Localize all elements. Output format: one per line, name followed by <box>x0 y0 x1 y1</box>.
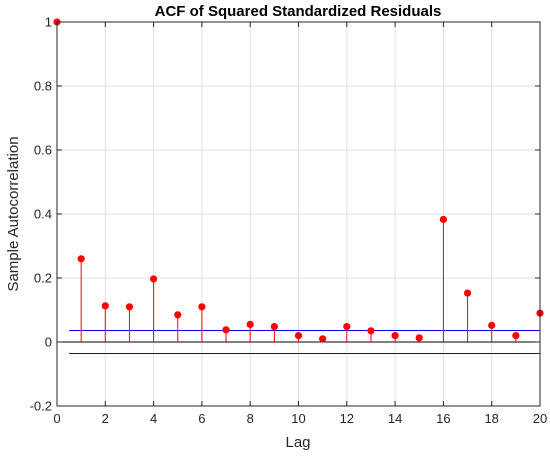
acf-marker <box>77 255 85 263</box>
acf-marker <box>222 326 230 334</box>
x-tick-label: 6 <box>198 411 205 426</box>
acf-marker <box>246 320 254 328</box>
x-tick-label: 12 <box>340 411 354 426</box>
x-tick-label: 8 <box>247 411 254 426</box>
x-tick-label: 10 <box>291 411 305 426</box>
acf-marker <box>294 332 303 340</box>
acf-marker <box>343 323 351 331</box>
acf-marker <box>319 335 327 343</box>
y-tick-label: 0 <box>45 335 52 350</box>
y-ticks: -0.2 0 0.2 0.4 0.6 0.8 1 <box>30 15 540 414</box>
x-tick-label: 18 <box>484 411 498 426</box>
y-tick-label: 0.4 <box>34 207 52 222</box>
acf-marker <box>125 303 134 311</box>
x-tick-label: 20 <box>533 411 547 426</box>
x-axis-label: Lag <box>285 434 310 451</box>
x-tick-label: 14 <box>388 411 402 426</box>
y-tick-label: 0.8 <box>34 79 52 94</box>
acf-marker <box>488 321 496 329</box>
acf-marker <box>101 302 109 310</box>
x-ticks: 0 2 4 6 8 10 12 14 16 18 20 <box>53 22 547 426</box>
acf-marker <box>198 303 206 311</box>
acf-marker <box>512 332 520 340</box>
acf-marker <box>150 275 158 283</box>
x-tick-label: 2 <box>102 411 109 426</box>
acf-marker <box>270 323 278 331</box>
acf-marker <box>391 332 399 340</box>
y-axis-label: Sample Autocorrelation <box>5 136 22 291</box>
y-tick-label: 0.6 <box>34 143 52 158</box>
x-tick-label: 4 <box>150 411 157 426</box>
confidence-bounds <box>69 329 540 355</box>
chart-title: ACF of Squared Standardized Residuals <box>155 3 442 20</box>
stems <box>53 18 544 343</box>
y-tick-label: 0.2 <box>34 271 52 286</box>
acf-marker <box>439 215 447 224</box>
acf-marker <box>415 334 423 342</box>
acf-marker <box>463 289 472 297</box>
acf-marker <box>367 327 375 335</box>
y-tick-label: 1 <box>45 15 52 30</box>
y-tick-label: -0.2 <box>30 399 52 414</box>
acf-marker <box>174 311 182 319</box>
x-tick-label: 0 <box>53 411 60 426</box>
x-tick-label: 16 <box>436 411 450 426</box>
